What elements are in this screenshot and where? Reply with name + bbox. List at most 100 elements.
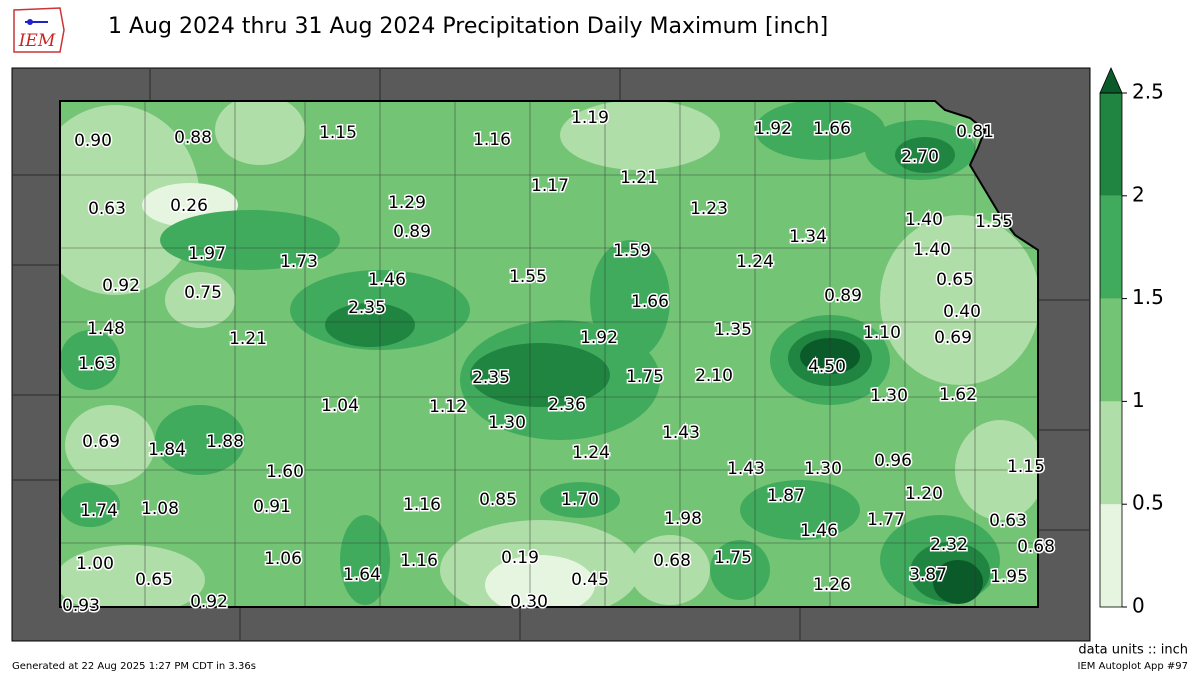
station-value: 2.32 — [930, 535, 968, 555]
station-value: 2.35 — [348, 298, 386, 318]
station-value: 2.70 — [901, 147, 939, 167]
station-value: 1.43 — [727, 459, 765, 479]
station-value: 1.97 — [188, 244, 226, 264]
station-value: 1.19 — [571, 108, 609, 128]
station-value: 0.45 — [571, 570, 609, 590]
station-value: 1.55 — [509, 267, 547, 287]
station-value: 1.46 — [800, 521, 838, 541]
station-value: 1.95 — [990, 567, 1028, 587]
colorbar-extend — [1099, 67, 1123, 94]
station-value: 1.48 — [87, 319, 125, 339]
colorbar-tick-label: 0 — [1132, 594, 1145, 618]
station-value: 1.87 — [767, 486, 805, 506]
station-value: 1.15 — [1007, 457, 1045, 477]
station-value: 1.24 — [736, 252, 774, 272]
station-value: 1.24 — [572, 443, 610, 463]
station-value: 0.65 — [135, 570, 173, 590]
station-value: 1.30 — [870, 386, 908, 406]
station-value: 1.21 — [229, 329, 267, 349]
station-value: 1.60 — [266, 462, 304, 482]
colorbar-segment — [1100, 195, 1122, 299]
station-value: 1.74 — [80, 501, 118, 521]
station-value: 1.55 — [975, 212, 1013, 232]
station-value: 1.04 — [321, 396, 359, 416]
colorbar-tick-label: 1 — [1132, 388, 1145, 412]
station-labels: 0.90 0.88 1.15 1.16 1.19 1.92 1.66 2.70 0.81 0.63… — [61, 107, 1057, 618]
station-value: 0.65 — [936, 270, 974, 290]
colorbar: 0 0.5 1 1.5 2 2.5 — [1099, 67, 1164, 618]
colorbar-segment — [1100, 401, 1122, 505]
station-value: 0.69 — [934, 328, 972, 348]
station-value: 1.63 — [78, 354, 116, 374]
station-value: 1.46 — [368, 270, 406, 290]
station-value: 1.64 — [343, 565, 381, 585]
units-note: data units :: inch — [1078, 643, 1188, 658]
station-value: 1.12 — [429, 397, 467, 417]
colorbar-segment — [1100, 298, 1122, 402]
station-value: 0.93 — [62, 596, 100, 616]
station-value: 1.73 — [280, 252, 318, 272]
station-value: 1.06 — [264, 549, 302, 569]
station-value: 1.75 — [714, 548, 752, 568]
station-value: 1.16 — [400, 551, 438, 571]
station-value: 0.68 — [1017, 537, 1055, 557]
station-value: 1.92 — [580, 328, 618, 348]
station-value: 1.16 — [473, 130, 511, 150]
station-value: 1.43 — [662, 423, 700, 443]
station-value: 1.23 — [690, 199, 728, 219]
colorbar-tick-label: 1.5 — [1132, 285, 1164, 309]
station-value: 0.92 — [102, 276, 140, 296]
station-value: 0.81 — [956, 122, 994, 142]
station-value: 3.87 — [909, 565, 947, 585]
contour-fill — [60, 101, 1038, 607]
station-value: 1.30 — [488, 413, 526, 433]
station-value: 0.85 — [479, 490, 517, 510]
station-value: 1.92 — [754, 119, 792, 139]
station-value: 1.15 — [319, 123, 357, 143]
station-value: 2.36 — [548, 395, 586, 415]
station-value: 0.63 — [88, 199, 126, 219]
station-value: 2.35 — [472, 368, 510, 388]
station-value: 1.75 — [626, 367, 664, 387]
colorbar-tick-label: 0.5 — [1132, 491, 1164, 515]
station-value: 1.66 — [631, 292, 669, 312]
station-value: 0.92 — [190, 592, 228, 612]
station-value: 2.10 — [695, 366, 733, 386]
logo: IEM — [13, 7, 65, 53]
station-value: 1.66 — [813, 119, 851, 139]
station-value: 1.26 — [813, 575, 851, 595]
station-value: 1.40 — [905, 210, 943, 230]
station-value: 1.30 — [804, 459, 842, 479]
station-value: 1.00 — [76, 554, 114, 574]
logo-text: IEM — [18, 31, 56, 51]
station-value: 1.98 — [664, 509, 702, 529]
station-value: 1.40 — [913, 240, 951, 260]
station-value: 0.40 — [943, 302, 981, 322]
station-value: 0.90 — [74, 131, 112, 151]
station-value: 1.70 — [561, 490, 599, 510]
station-value: 1.20 — [905, 484, 943, 504]
station-value: 0.19 — [501, 548, 539, 568]
station-value: 1.17 — [531, 176, 569, 196]
station-value: 0.69 — [82, 432, 120, 452]
state-outline — [59, 100, 1039, 608]
station-value: 0.91 — [253, 497, 291, 517]
station-value: 0.63 — [989, 511, 1027, 531]
station-value: 0.75 — [184, 283, 222, 303]
station-value: 1.84 — [148, 440, 186, 460]
colorbar-frame — [1099, 92, 1123, 608]
colorbar-segment — [1100, 93, 1122, 196]
title: 1 Aug 2024 thru 31 Aug 2024 Precipitatio… — [108, 14, 828, 39]
station-value: 1.21 — [620, 168, 658, 188]
neighbor-counties — [12, 68, 1090, 641]
colorbar-tick-label: 2 — [1132, 182, 1145, 206]
station-value: 1.10 — [863, 323, 901, 343]
station-value: 0.26 — [170, 196, 208, 216]
station-value: 0.89 — [824, 286, 862, 306]
station-value: 1.16 — [403, 495, 441, 515]
colorbar-segment — [1100, 504, 1122, 607]
station-value: 1.77 — [867, 510, 905, 530]
station-value: 0.96 — [874, 451, 912, 471]
